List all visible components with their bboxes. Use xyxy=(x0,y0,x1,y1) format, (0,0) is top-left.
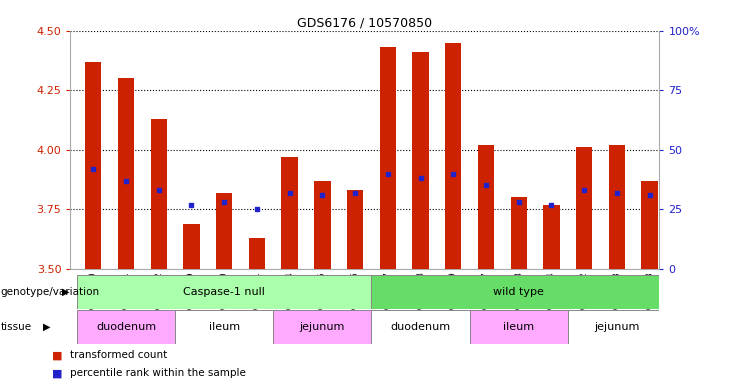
Text: transformed count: transformed count xyxy=(70,350,167,360)
Bar xyxy=(273,310,371,344)
Text: genotype/variation: genotype/variation xyxy=(1,287,100,297)
Text: jejunum: jejunum xyxy=(299,322,345,332)
Text: duodenum: duodenum xyxy=(96,322,156,332)
Bar xyxy=(347,190,363,269)
Text: wild type: wild type xyxy=(494,287,544,297)
Text: percentile rank within the sample: percentile rank within the sample xyxy=(70,368,246,378)
Bar xyxy=(413,52,429,269)
Bar xyxy=(175,310,273,344)
Bar xyxy=(118,78,134,269)
Bar xyxy=(282,157,298,269)
Bar xyxy=(543,205,559,269)
Bar xyxy=(183,223,199,269)
Title: GDS6176 / 10570850: GDS6176 / 10570850 xyxy=(297,17,433,30)
Bar xyxy=(470,310,568,344)
Text: ▶: ▶ xyxy=(62,287,69,297)
Bar xyxy=(77,275,371,309)
Text: ■: ■ xyxy=(52,368,62,378)
Bar xyxy=(371,310,470,344)
Bar xyxy=(568,310,666,344)
Text: ileum: ileum xyxy=(503,322,534,332)
Bar xyxy=(77,310,175,344)
Bar xyxy=(85,62,102,269)
Bar xyxy=(511,197,527,269)
Bar xyxy=(445,43,462,269)
Bar xyxy=(249,238,265,269)
Bar xyxy=(314,181,330,269)
Bar xyxy=(609,145,625,269)
Bar xyxy=(478,145,494,269)
Text: Caspase-1 null: Caspase-1 null xyxy=(183,287,265,297)
Text: duodenum: duodenum xyxy=(391,322,451,332)
Text: ileum: ileum xyxy=(209,322,240,332)
Bar xyxy=(642,181,658,269)
Bar xyxy=(371,275,666,309)
Bar xyxy=(379,47,396,269)
Text: jejunum: jejunum xyxy=(594,322,639,332)
Text: tissue: tissue xyxy=(1,322,32,332)
Bar xyxy=(150,119,167,269)
Text: ■: ■ xyxy=(52,350,62,360)
Text: ▶: ▶ xyxy=(43,322,50,332)
Bar xyxy=(216,193,233,269)
Bar xyxy=(576,147,592,269)
